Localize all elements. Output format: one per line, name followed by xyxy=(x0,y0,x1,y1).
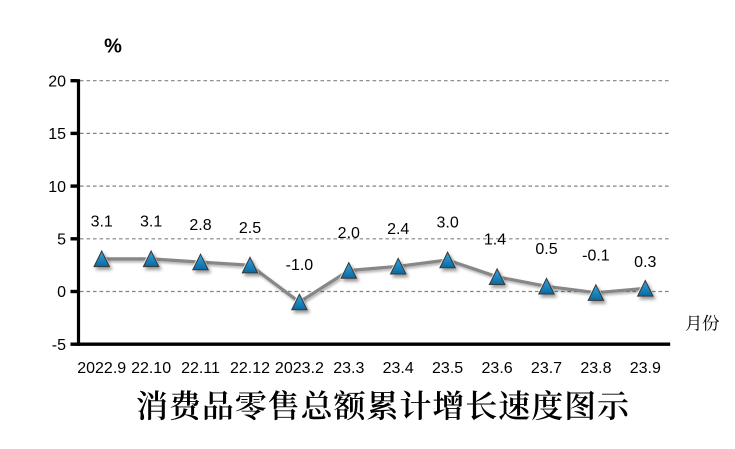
svg-text:20: 20 xyxy=(48,73,66,90)
svg-text:2022.9: 2022.9 xyxy=(77,360,126,377)
svg-text:0.5: 0.5 xyxy=(535,241,557,258)
svg-text:23.5: 23.5 xyxy=(432,360,463,377)
svg-text:2.5: 2.5 xyxy=(239,220,261,237)
svg-text:23.6: 23.6 xyxy=(482,360,513,377)
svg-text:23.9: 23.9 xyxy=(630,360,661,377)
svg-text:2023.2: 2023.2 xyxy=(275,360,324,377)
svg-text:2.8: 2.8 xyxy=(189,217,211,234)
svg-text:15: 15 xyxy=(48,126,66,143)
svg-text:23.8: 23.8 xyxy=(580,360,611,377)
svg-text:1.4: 1.4 xyxy=(484,232,506,249)
svg-text:5: 5 xyxy=(57,232,66,249)
svg-text:22.12: 22.12 xyxy=(230,360,270,377)
svg-text:-5: -5 xyxy=(52,337,66,354)
svg-text:3.1: 3.1 xyxy=(91,214,113,231)
svg-text:23.7: 23.7 xyxy=(531,360,562,377)
svg-text:%: % xyxy=(104,35,122,57)
svg-text:0.3: 0.3 xyxy=(634,254,656,271)
svg-text:-1.0: -1.0 xyxy=(286,257,314,274)
svg-text:22.10: 22.10 xyxy=(131,360,171,377)
svg-text:3.0: 3.0 xyxy=(436,215,458,232)
svg-text:0: 0 xyxy=(57,284,66,301)
svg-text:10: 10 xyxy=(48,179,66,196)
svg-text:2.0: 2.0 xyxy=(338,225,360,242)
svg-text:22.11: 22.11 xyxy=(181,360,220,377)
svg-text:23.4: 23.4 xyxy=(383,360,414,377)
svg-text:2.4: 2.4 xyxy=(387,221,409,238)
svg-text:-0.1: -0.1 xyxy=(582,247,610,264)
svg-text:23.3: 23.3 xyxy=(333,360,364,377)
svg-text:3.1: 3.1 xyxy=(140,214,162,231)
